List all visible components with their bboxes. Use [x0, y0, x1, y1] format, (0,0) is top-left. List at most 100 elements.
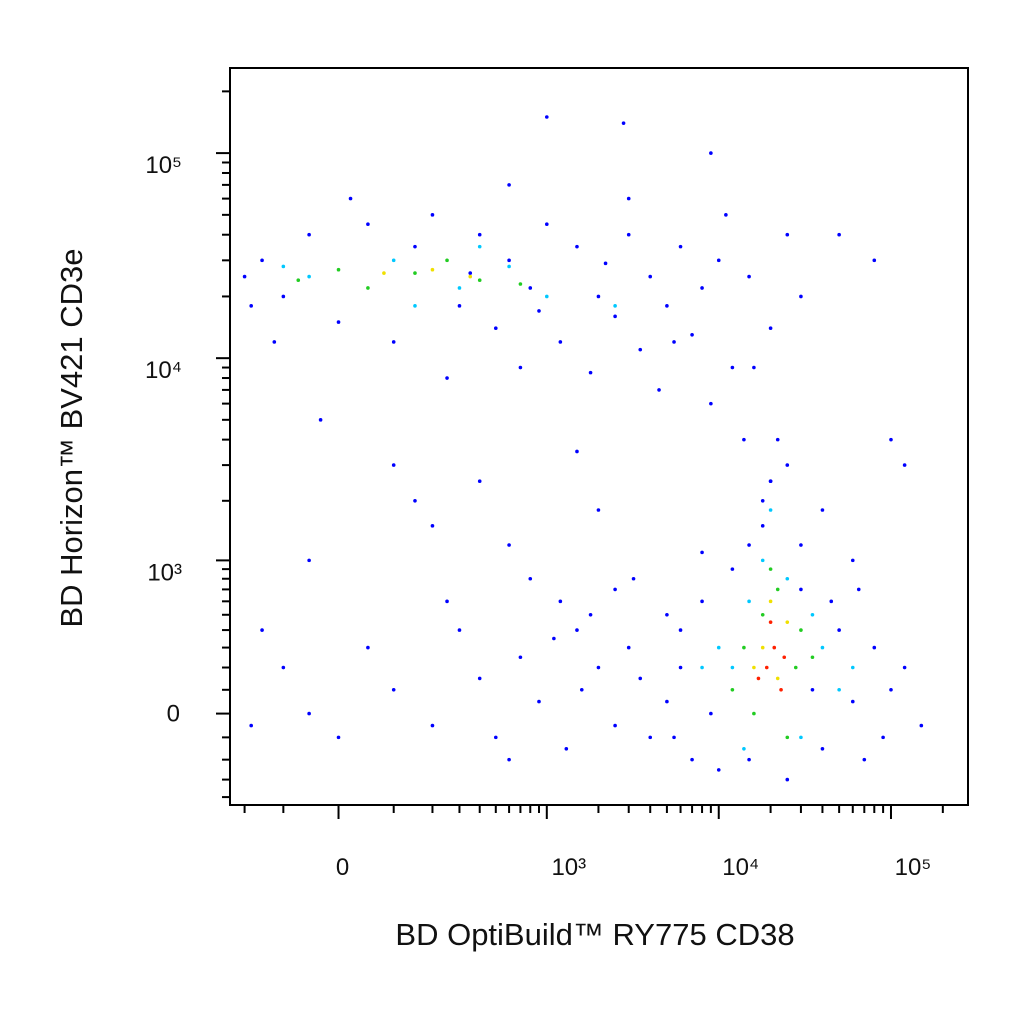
event-dot: [919, 723, 924, 728]
event-dot: [820, 645, 825, 650]
event-dot: [889, 437, 893, 442]
event-dot: [799, 628, 803, 632]
event-dot: [507, 543, 511, 547]
x-tick-label: 0: [336, 854, 349, 881]
event-dot: [700, 286, 704, 290]
event-dot: [281, 294, 286, 299]
event-dot: [850, 699, 855, 704]
event-dot: [596, 294, 601, 299]
event-dot: [366, 222, 370, 227]
event-dot: [477, 676, 482, 681]
event-dot: [296, 278, 301, 283]
event-dot: [872, 258, 877, 263]
event-dot: [518, 282, 523, 286]
event-dot: [752, 665, 756, 670]
event-dot: [810, 655, 815, 660]
event-dot: [820, 508, 825, 512]
event-dot: [678, 244, 683, 249]
event-dot: [249, 723, 253, 728]
event-dot: [318, 418, 323, 422]
event-dot: [413, 498, 417, 503]
event-dot: [782, 655, 787, 660]
event-dot: [709, 151, 713, 155]
event-dot: [742, 437, 746, 442]
event-dot: [709, 711, 713, 716]
event-dot: [457, 628, 462, 632]
event-dot: [430, 524, 435, 528]
event-dot: [575, 244, 579, 249]
event-dot: [837, 628, 841, 632]
event-dot: [613, 723, 617, 728]
event-dot: [260, 628, 264, 632]
event-dot: [872, 645, 877, 650]
event-dot: [756, 676, 761, 681]
event-dot: [493, 326, 498, 331]
event-dot: [799, 587, 803, 592]
event-dot: [747, 599, 751, 604]
event-dot: [307, 274, 311, 279]
event-dot: [613, 304, 617, 308]
event-dot: [724, 213, 728, 217]
event-dot: [445, 376, 449, 380]
event-dot: [348, 196, 353, 201]
event-dot: [307, 711, 311, 716]
event-dot: [575, 449, 579, 454]
event-dot: [249, 304, 253, 308]
event-dot: [730, 687, 735, 692]
event-dot: [829, 599, 834, 604]
event-dot: [760, 612, 765, 617]
y-tick-label: 10³: [147, 559, 182, 586]
event-dot: [837, 687, 841, 692]
event-dot: [575, 628, 579, 632]
event-dot: [307, 232, 311, 237]
event-dot: [507, 757, 511, 762]
event-dot: [621, 121, 626, 125]
event-dot: [537, 699, 541, 704]
event-dot: [281, 264, 286, 269]
event-dot: [785, 735, 790, 740]
event-dot: [366, 645, 370, 650]
event-dot: [391, 258, 396, 263]
event-dot: [672, 735, 676, 740]
event-dot: [730, 567, 735, 571]
event-dot: [336, 267, 341, 272]
event-dot: [775, 587, 780, 592]
event-dot: [648, 735, 653, 740]
event-dot: [785, 777, 790, 782]
event-dot: [507, 258, 511, 263]
event-dot: [810, 687, 815, 692]
y-tick-label: 10⁴: [145, 357, 182, 384]
event-dot: [336, 320, 341, 324]
event-dot: [768, 620, 773, 624]
event-dot: [413, 304, 417, 308]
event-dot: [747, 757, 751, 762]
event-dot: [665, 699, 669, 704]
event-dot: [579, 687, 584, 692]
event-dot: [242, 274, 247, 279]
event-dot: [793, 665, 798, 670]
x-tick-label: 10³: [551, 854, 586, 881]
event-dot: [638, 676, 643, 681]
event-dot: [716, 645, 721, 650]
x-tick-label: 10⁴: [722, 854, 759, 881]
event-dot: [545, 115, 549, 119]
event-dot: [752, 365, 756, 370]
event-dot: [528, 286, 533, 290]
event-dot: [768, 326, 773, 331]
event-dot: [430, 723, 435, 728]
event-dot: [445, 258, 449, 263]
event-dot: [779, 687, 783, 692]
event-dot: [391, 463, 396, 467]
event-dot: [902, 463, 907, 467]
event-dot: [552, 636, 556, 641]
event-dot: [477, 479, 482, 483]
event-dot: [850, 665, 855, 670]
event-dot: [716, 768, 721, 772]
event-dot: [603, 261, 608, 266]
event-dot: [889, 687, 893, 692]
event-dot: [775, 676, 780, 681]
event-dot: [477, 278, 482, 283]
event-dot: [366, 286, 370, 290]
event-dot: [772, 645, 777, 650]
